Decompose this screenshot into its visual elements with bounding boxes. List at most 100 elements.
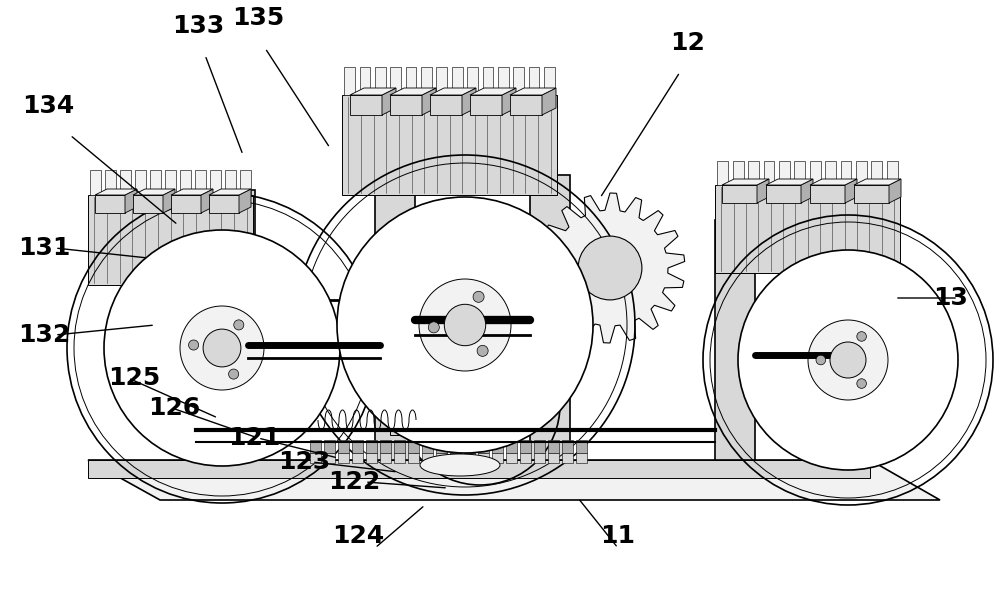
Bar xyxy=(534,440,545,453)
Polygon shape xyxy=(375,165,415,460)
Polygon shape xyxy=(390,88,436,95)
Bar xyxy=(133,360,177,395)
Circle shape xyxy=(816,355,826,365)
Polygon shape xyxy=(854,185,889,203)
Bar xyxy=(422,440,433,453)
Bar xyxy=(562,453,573,463)
Bar xyxy=(764,161,774,185)
Bar xyxy=(478,453,489,463)
Bar xyxy=(548,453,559,463)
Polygon shape xyxy=(722,179,769,185)
Text: 123: 123 xyxy=(278,450,330,474)
Bar xyxy=(838,274,858,310)
Polygon shape xyxy=(470,88,516,95)
Bar xyxy=(217,255,243,295)
Text: 125: 125 xyxy=(108,366,160,390)
Bar xyxy=(408,453,419,463)
Bar xyxy=(422,453,433,463)
Circle shape xyxy=(337,197,593,453)
Bar xyxy=(240,170,251,195)
Bar xyxy=(492,440,503,453)
Bar xyxy=(748,161,759,185)
Bar xyxy=(825,161,836,185)
Bar xyxy=(576,440,587,453)
Polygon shape xyxy=(510,88,556,95)
Bar xyxy=(375,348,424,392)
Circle shape xyxy=(203,329,241,367)
Ellipse shape xyxy=(420,454,500,476)
Bar xyxy=(768,308,810,344)
Bar xyxy=(366,440,377,453)
Bar xyxy=(810,161,821,185)
Text: 134: 134 xyxy=(22,94,74,118)
Text: 122: 122 xyxy=(328,470,380,494)
Bar xyxy=(310,453,321,463)
Polygon shape xyxy=(422,88,436,115)
Polygon shape xyxy=(88,460,940,500)
Bar xyxy=(421,67,432,95)
Bar xyxy=(90,170,101,195)
Bar xyxy=(296,290,305,302)
Bar xyxy=(88,195,253,285)
Polygon shape xyxy=(766,179,813,185)
Polygon shape xyxy=(722,185,757,203)
Polygon shape xyxy=(390,95,422,115)
Polygon shape xyxy=(510,95,542,115)
Polygon shape xyxy=(757,179,769,203)
Polygon shape xyxy=(542,88,556,115)
Polygon shape xyxy=(125,189,137,213)
Bar xyxy=(520,440,531,453)
Polygon shape xyxy=(171,189,213,195)
Bar xyxy=(338,453,349,463)
Bar xyxy=(308,290,317,302)
Bar xyxy=(794,161,805,185)
Circle shape xyxy=(444,304,486,346)
Polygon shape xyxy=(845,179,857,203)
Polygon shape xyxy=(810,185,845,203)
Bar xyxy=(886,376,928,412)
Bar xyxy=(310,440,321,453)
Bar xyxy=(390,67,401,95)
Bar xyxy=(259,371,303,411)
Polygon shape xyxy=(430,88,476,95)
Text: 11: 11 xyxy=(600,524,636,548)
Text: 121: 121 xyxy=(228,426,280,450)
Bar xyxy=(224,290,233,302)
Circle shape xyxy=(229,369,239,379)
Bar xyxy=(324,453,335,463)
Circle shape xyxy=(419,279,511,371)
Text: 12: 12 xyxy=(671,31,705,55)
Polygon shape xyxy=(163,189,175,213)
Bar xyxy=(105,170,116,195)
Bar xyxy=(506,453,517,463)
Bar xyxy=(733,161,744,185)
Bar xyxy=(180,170,191,195)
Bar xyxy=(369,271,418,310)
Bar xyxy=(248,290,257,302)
Bar xyxy=(446,224,473,268)
Polygon shape xyxy=(430,95,462,115)
Polygon shape xyxy=(530,175,570,460)
Bar xyxy=(483,67,493,95)
Bar xyxy=(267,301,311,336)
Circle shape xyxy=(473,291,484,302)
Text: 124: 124 xyxy=(332,524,384,548)
Circle shape xyxy=(189,340,199,350)
Bar xyxy=(529,67,539,95)
Bar xyxy=(856,161,867,185)
Polygon shape xyxy=(810,179,857,185)
Bar xyxy=(464,440,475,453)
Circle shape xyxy=(428,322,439,333)
Polygon shape xyxy=(195,190,255,460)
Bar xyxy=(120,170,131,195)
Bar xyxy=(779,161,790,185)
Polygon shape xyxy=(88,460,870,478)
Polygon shape xyxy=(535,193,685,343)
Circle shape xyxy=(808,320,888,400)
Bar xyxy=(201,401,227,441)
Bar xyxy=(352,453,363,463)
Bar xyxy=(212,290,221,302)
Bar xyxy=(520,453,531,463)
Polygon shape xyxy=(95,195,125,213)
Text: 126: 126 xyxy=(148,396,200,420)
